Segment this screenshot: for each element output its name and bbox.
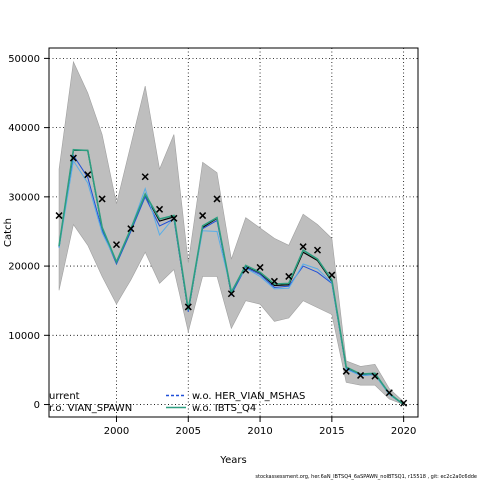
observed-point-stroke <box>199 212 207 220</box>
observed-point-stroke <box>385 389 393 397</box>
observed-point <box>213 195 221 203</box>
observed-point <box>270 277 278 285</box>
observed-point <box>98 195 106 203</box>
y-tick-label: 20000 <box>8 262 40 273</box>
observed-point-stroke <box>256 263 264 271</box>
observed-point <box>371 372 379 380</box>
series-line-4 <box>58 148 405 406</box>
confidence-band-area <box>58 60 404 405</box>
observed-point-stroke <box>156 205 164 213</box>
observed-point-stroke <box>357 371 365 379</box>
axes: 2000 2005 2010 2015 2020 0 10000 20000 30000 4000… <box>8 54 416 437</box>
footer-note: stockassessment.org, her.6aN_IBTSQ4_6aSP… <box>255 474 477 480</box>
x-tick-label: 2000 <box>104 426 129 437</box>
y-tick-label: 10000 <box>8 331 40 342</box>
observed-point-stroke <box>342 367 350 375</box>
observed-point <box>242 266 250 274</box>
legend-item-2: w.o. HER_VIAN_MSHAS <box>166 391 305 402</box>
observed-point <box>127 225 135 233</box>
observed-point <box>84 171 92 179</box>
observed-point-stroke <box>69 154 77 162</box>
observed-point-stroke <box>184 303 192 311</box>
observed-point-stroke <box>98 195 106 203</box>
observed-point-stroke <box>285 272 293 280</box>
observed-point-stroke <box>55 212 63 220</box>
observed-point-stroke <box>242 266 250 274</box>
observed-point-stroke <box>84 171 92 179</box>
legend-item-4: w.o. IBTS_Q4 <box>166 403 256 414</box>
observed-point <box>385 389 393 397</box>
legend-label: urrent <box>49 391 80 402</box>
x-tick-label: 2005 <box>176 426 201 437</box>
observed-point-stroke <box>141 173 149 181</box>
observed-point-stroke <box>112 241 121 249</box>
observed-point <box>69 154 77 162</box>
observed-point <box>112 241 121 249</box>
observed-point-stroke <box>127 225 135 233</box>
observed-point-stroke <box>313 246 322 254</box>
observed-point <box>256 263 264 271</box>
observed-point-stroke <box>170 214 178 222</box>
y-axis-title: Catch <box>3 218 14 247</box>
observed-point <box>285 272 293 280</box>
observed-point-stroke <box>227 290 235 298</box>
observed-point-stroke <box>328 271 336 279</box>
observed-point <box>342 367 350 375</box>
observed-point <box>400 399 408 407</box>
legend-item-1: urrent <box>49 391 80 402</box>
observed-point-stroke <box>270 277 278 285</box>
observed-point <box>55 212 63 220</box>
observed-points <box>55 154 408 407</box>
observed-point <box>141 173 149 181</box>
observed-point <box>313 246 322 254</box>
observed-point <box>357 371 365 379</box>
plot-frame <box>48 47 419 418</box>
legend-label: w.o. HER_VIAN_MSHAS <box>192 391 305 402</box>
observed-point-stroke <box>213 195 221 203</box>
observed-point-stroke <box>400 399 408 407</box>
x-tick-label: 2020 <box>391 426 416 437</box>
x-tick-label: 2010 <box>247 426 272 437</box>
observed-point <box>170 214 178 222</box>
observed-point <box>156 205 164 213</box>
observed-point <box>184 303 192 311</box>
observed-point <box>299 243 307 251</box>
x-tick-label: 2015 <box>319 426 344 437</box>
y-tick-label: 50000 <box>8 54 40 65</box>
observed-point-stroke <box>299 243 307 251</box>
y-tick-label: 0 <box>34 400 40 411</box>
legend-label: w.o. IBTS_Q4 <box>192 403 256 414</box>
legend-label: r.o. VIAN_SPAWN <box>49 403 132 414</box>
confidence-band <box>58 60 404 405</box>
y-tick-label: 40000 <box>8 123 40 134</box>
observed-point <box>328 271 336 279</box>
legend-item-3: r.o. VIAN_SPAWN <box>49 403 132 414</box>
x-axis-title: Years <box>219 455 246 466</box>
observed-point <box>227 290 235 298</box>
observed-point <box>199 212 207 220</box>
observed-point-stroke <box>371 372 379 380</box>
legend: urrent w.o. HER_VIAN_MSHAS r.o. VIAN_SPAWN… <box>49 391 305 414</box>
y-tick-label: 30000 <box>8 192 40 203</box>
